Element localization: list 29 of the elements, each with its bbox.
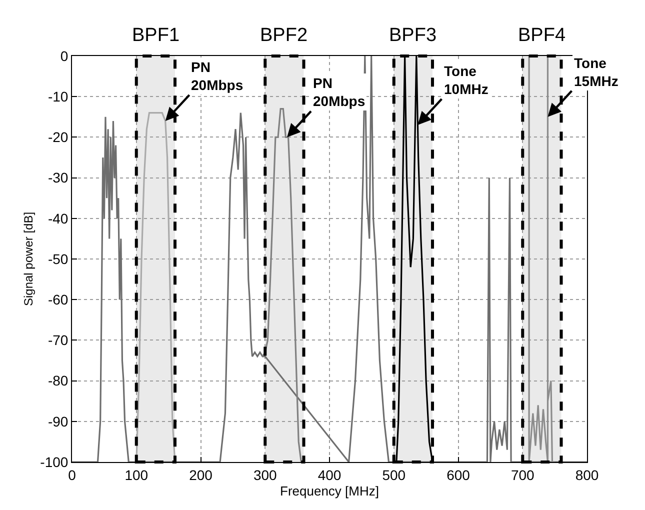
y-tick-label: 0 — [60, 48, 68, 64]
y-tick-label: -40 — [48, 210, 68, 226]
y-tick-label: -90 — [48, 413, 68, 430]
y-tick-label: -80 — [48, 372, 68, 389]
x-tick-label: 400 — [318, 466, 342, 483]
annotation: Tone 15MHz — [574, 55, 618, 90]
x-tick-label: 800 — [575, 466, 599, 483]
x-tick-label: 500 — [382, 466, 406, 483]
y-tick-label: -30 — [48, 170, 68, 186]
y-tick-label: -10 — [48, 88, 68, 104]
x-tick-label: 600 — [446, 466, 470, 483]
x-axis-title: Frequency [MHz] — [280, 483, 379, 498]
y-tick-label: -20 — [48, 129, 68, 146]
annotation: PN 20Mbps — [313, 75, 366, 110]
x-tick-label: 700 — [510, 466, 535, 483]
band-label: BPF1 — [132, 25, 180, 46]
y-tick-label: -70 — [48, 332, 68, 348]
annotation: Tone 10MHz — [444, 63, 488, 98]
y-tick-label: -100 — [40, 454, 68, 470]
band-label: BPF4 — [518, 25, 566, 46]
band-label: BPF2 — [260, 25, 308, 46]
y-axis-title: Signal power [dB] — [21, 212, 36, 306]
annotation: PN 20Mbps — [191, 59, 244, 94]
band-label: BPF3 — [389, 25, 437, 46]
x-tick-label: 300 — [253, 466, 278, 483]
y-tick-label: -60 — [48, 292, 68, 308]
x-tick-label: 100 — [124, 466, 148, 483]
x-tick-label: 200 — [189, 466, 213, 483]
y-tick-label: -50 — [48, 250, 68, 267]
